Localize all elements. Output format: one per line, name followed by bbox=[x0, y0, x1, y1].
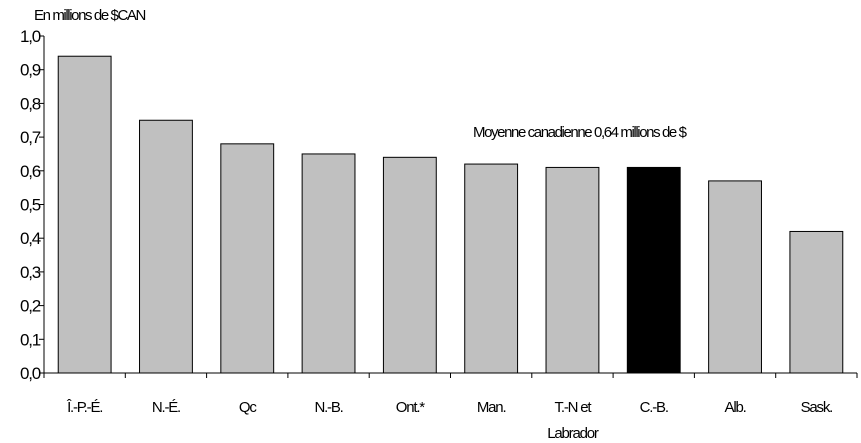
x-tick-label: N.-B. bbox=[314, 399, 342, 416]
bar-5 bbox=[382, 156, 437, 374]
bar-4 bbox=[301, 153, 356, 374]
y-tick-label: 0,2 bbox=[20, 297, 41, 316]
y-tick-label: 0,8 bbox=[20, 94, 41, 113]
x-tick-label: N.-É. bbox=[152, 399, 180, 416]
y-tick-label: 0,5 bbox=[20, 196, 41, 215]
bar-3 bbox=[220, 143, 275, 374]
average-annotation: Moyenne canadienne 0,64 millions de $ bbox=[473, 124, 688, 141]
y-tick-label: 0,7 bbox=[20, 128, 41, 147]
bar-6 bbox=[464, 163, 519, 374]
x-tick-label: Sask. bbox=[801, 399, 833, 416]
bar-8 bbox=[626, 166, 681, 374]
x-tick-label: Ont.* bbox=[396, 399, 426, 416]
x-tick-sublabel: Labrador bbox=[547, 425, 599, 442]
bars bbox=[57, 55, 844, 374]
x-tick-labels: Î.-P.-É. N.-É. Qc N.-B. Ont.* Man. T.-N et Labr… bbox=[66, 399, 833, 442]
x-tick-label: Alb. bbox=[725, 399, 746, 416]
x-tick-label: Man. bbox=[477, 399, 506, 416]
bar-7 bbox=[545, 166, 600, 374]
y-tick-label: 1,0 bbox=[20, 27, 41, 46]
y-tick-label: 0,4 bbox=[20, 229, 41, 248]
bar-2 bbox=[139, 119, 193, 374]
y-tick-label: 0,6 bbox=[20, 162, 41, 181]
y-axis-label: En millions de $CAN bbox=[34, 7, 146, 24]
y-tick-label: 0,9 bbox=[20, 61, 41, 80]
bar-10 bbox=[789, 230, 844, 374]
y-tick-label: 0,0 bbox=[20, 364, 41, 383]
x-tick-label: Î.-P.-É. bbox=[66, 399, 102, 416]
x-tick-label: Qc bbox=[239, 399, 257, 416]
x-tick-label: T.-N et bbox=[555, 399, 593, 416]
axes: 0,0 0,1 0,2 0,3 0,4 0,5 0,6 0,7 0,8 0,9 1,0 bbox=[20, 27, 858, 383]
y-tick-label: 0,3 bbox=[20, 263, 41, 282]
bar-9 bbox=[708, 180, 762, 374]
x-tick-label: C.-B. bbox=[640, 399, 668, 416]
y-tick-label: 0,1 bbox=[20, 330, 41, 349]
bar-1 bbox=[57, 55, 112, 374]
